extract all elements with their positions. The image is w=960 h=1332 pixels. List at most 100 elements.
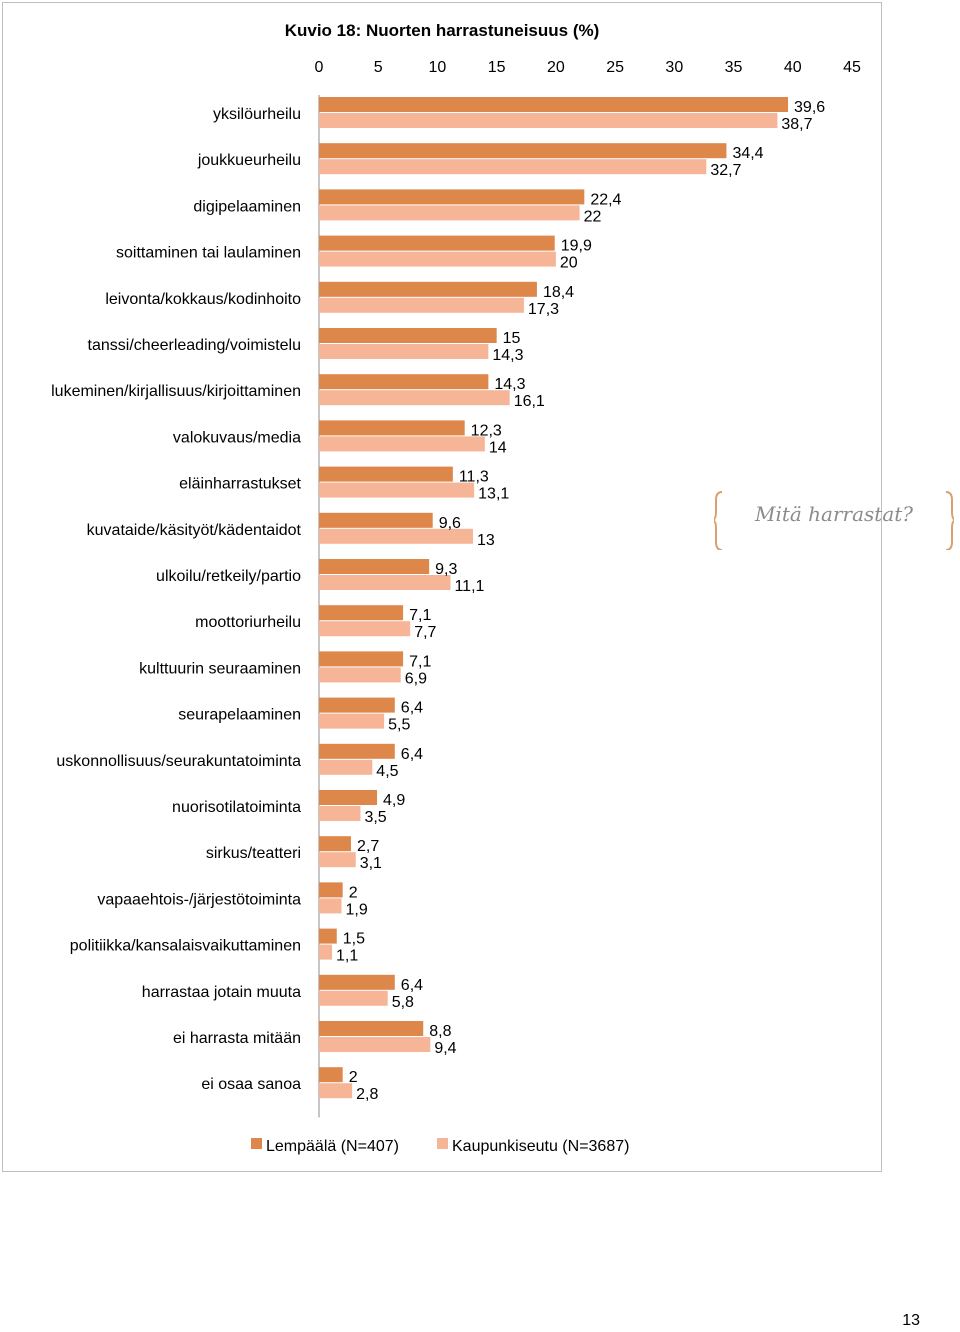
x-tick-label: 15 [488, 59, 506, 76]
category-label: politiikka/kansalaisvaikuttaminen [70, 938, 301, 955]
category-label: soittaminen tai laulaminen [116, 245, 301, 262]
bar-kaupunkiseutu [319, 1037, 431, 1052]
bar-lempaala [319, 1021, 424, 1036]
data-label-kaupunkiseutu: 14 [489, 439, 507, 456]
data-label-lempaala: 34,4 [732, 145, 763, 162]
bar-lempaala [319, 882, 343, 898]
data-label-kaupunkiseutu: 20 [560, 255, 578, 272]
bar-kaupunkiseutu [319, 898, 342, 914]
callout-text: Mitä harrastat? [754, 502, 914, 526]
data-label-lempaala: 14,3 [494, 376, 525, 393]
data-label-kaupunkiseutu: 13,1 [478, 486, 509, 503]
data-label-kaupunkiseutu: 13 [477, 532, 495, 549]
bar-kaupunkiseutu [319, 482, 475, 498]
data-label-lempaala: 2 [349, 884, 358, 901]
bar-kaupunkiseutu [319, 113, 778, 128]
category-labels: yksilöurheilu joukkueurheilu digipelaamine… [51, 106, 301, 1093]
bar-lempaala [319, 743, 395, 759]
bar-kaupunkiseutu [319, 297, 524, 313]
category-label: lukeminen/kirjallisuus/kirjoittaminen [51, 383, 301, 400]
bar-lempaala [319, 651, 404, 667]
data-label-lempaala: 1,5 [343, 931, 365, 948]
x-tick-label: 25 [606, 59, 624, 76]
category-label: vapaaehtois-/järjestötoiminta [97, 891, 301, 908]
bar-lempaala [319, 512, 433, 528]
bar-lempaala [319, 928, 337, 944]
data-label-kaupunkiseutu: 2,8 [356, 1086, 378, 1103]
category-label: nuorisotilatoiminta [172, 799, 301, 816]
bar-lempaala [319, 143, 727, 159]
x-tick-label: 10 [429, 59, 447, 76]
data-label-kaupunkiseutu: 9,4 [434, 1040, 456, 1057]
chart-frame [2, 2, 882, 1172]
x-tick-label: 5 [374, 59, 383, 76]
bar-kaupunkiseutu [319, 575, 451, 590]
data-label-lempaala: 2 [349, 1069, 358, 1086]
data-label-kaupunkiseutu: 22 [584, 208, 602, 225]
bar-kaupunkiseutu [319, 344, 489, 359]
data-label-kaupunkiseutu: 3,5 [364, 809, 386, 826]
category-label: ulkoilu/retkeily/partio [156, 568, 301, 585]
category-label: ei osaa sanoa [201, 1076, 301, 1093]
x-tick-label: 35 [725, 59, 743, 76]
x-axis-ticks: 0 5 10 15 20 25 30 35 40 45 [315, 59, 861, 76]
legend-label-kaupunkiseutu: Kaupunkiseutu (N=3687) [452, 1138, 629, 1155]
data-label-lempaala: 2,7 [357, 838, 379, 855]
x-tick-label: 40 [784, 59, 802, 76]
bar-kaupunkiseutu [319, 390, 510, 406]
bar-lempaala [319, 836, 351, 852]
bar-lempaala [319, 974, 395, 990]
category-label: harrastaa jotain muuta [142, 984, 301, 1001]
data-label-lempaala: 6,4 [401, 746, 423, 763]
data-label-kaupunkiseutu: 32,7 [710, 162, 741, 179]
data-label-kaupunkiseutu: 5,8 [392, 994, 414, 1011]
bar-lempaala [319, 420, 465, 436]
bar-kaupunkiseutu [319, 990, 388, 1006]
category-label: leivonta/kokkaus/kodinhoito [105, 291, 301, 308]
chart-title: Kuvio 18: Nuorten harrastuneisuus (%) [285, 21, 600, 40]
bar-kaupunkiseutu [319, 759, 373, 775]
data-label-kaupunkiseutu: 6,9 [405, 670, 427, 687]
data-labels: 39,638,734,432,722,42219,92018,417,31514… [336, 99, 825, 1103]
category-label: ei harrasta mitään [173, 1030, 301, 1047]
bar-lempaala [319, 235, 555, 251]
data-label-lempaala: 9,3 [435, 561, 457, 578]
bar-kaupunkiseutu [319, 1083, 353, 1099]
bar-lempaala [319, 605, 404, 621]
legend-swatch-kaupunkiseutu [437, 1138, 448, 1149]
data-label-lempaala: 11,3 [459, 469, 489, 486]
data-label-lempaala: 8,8 [429, 1023, 451, 1040]
category-label: digipelaaminen [193, 198, 301, 215]
data-label-kaupunkiseutu: 4,5 [376, 763, 398, 780]
bar-lempaala [319, 97, 789, 112]
data-label-lempaala: 4,9 [383, 792, 405, 809]
category-label: yksilöurheilu [213, 106, 301, 123]
bar-kaupunkiseutu [319, 944, 333, 960]
x-tick-label: 20 [547, 59, 565, 76]
category-label: tanssi/cheerleading/voimistelu [88, 337, 301, 354]
bar-lempaala [319, 697, 395, 713]
bar-lempaala [319, 328, 497, 343]
category-label: moottoriurheilu [195, 614, 301, 631]
bar-kaupunkiseutu [319, 436, 485, 452]
bar-lempaala [319, 1067, 343, 1083]
data-label-lempaala: 22,4 [590, 191, 621, 208]
x-tick-label: 30 [665, 59, 683, 76]
bar-kaupunkiseutu [319, 713, 385, 729]
x-tick-label: 45 [843, 59, 861, 76]
bar-kaupunkiseutu [319, 621, 411, 637]
data-label-kaupunkiseutu: 11,1 [454, 578, 484, 595]
data-label-kaupunkiseutu: 38,7 [781, 116, 812, 133]
category-label: joukkueurheilu [197, 152, 301, 169]
x-tick-label: 0 [315, 59, 324, 76]
data-label-kaupunkiseutu: 14,3 [492, 347, 523, 364]
data-label-lempaala: 15 [503, 330, 521, 347]
data-label-kaupunkiseutu: 16,1 [514, 393, 545, 410]
page-number: 13 [902, 1312, 920, 1329]
category-label: uskonnollisuus/seurakuntatoiminta [56, 753, 301, 770]
bar-kaupunkiseutu [319, 806, 361, 821]
bars [319, 97, 789, 1099]
bar-lempaala [319, 189, 585, 205]
category-label: kuvataide/käsityöt/kädentaidot [87, 522, 302, 539]
